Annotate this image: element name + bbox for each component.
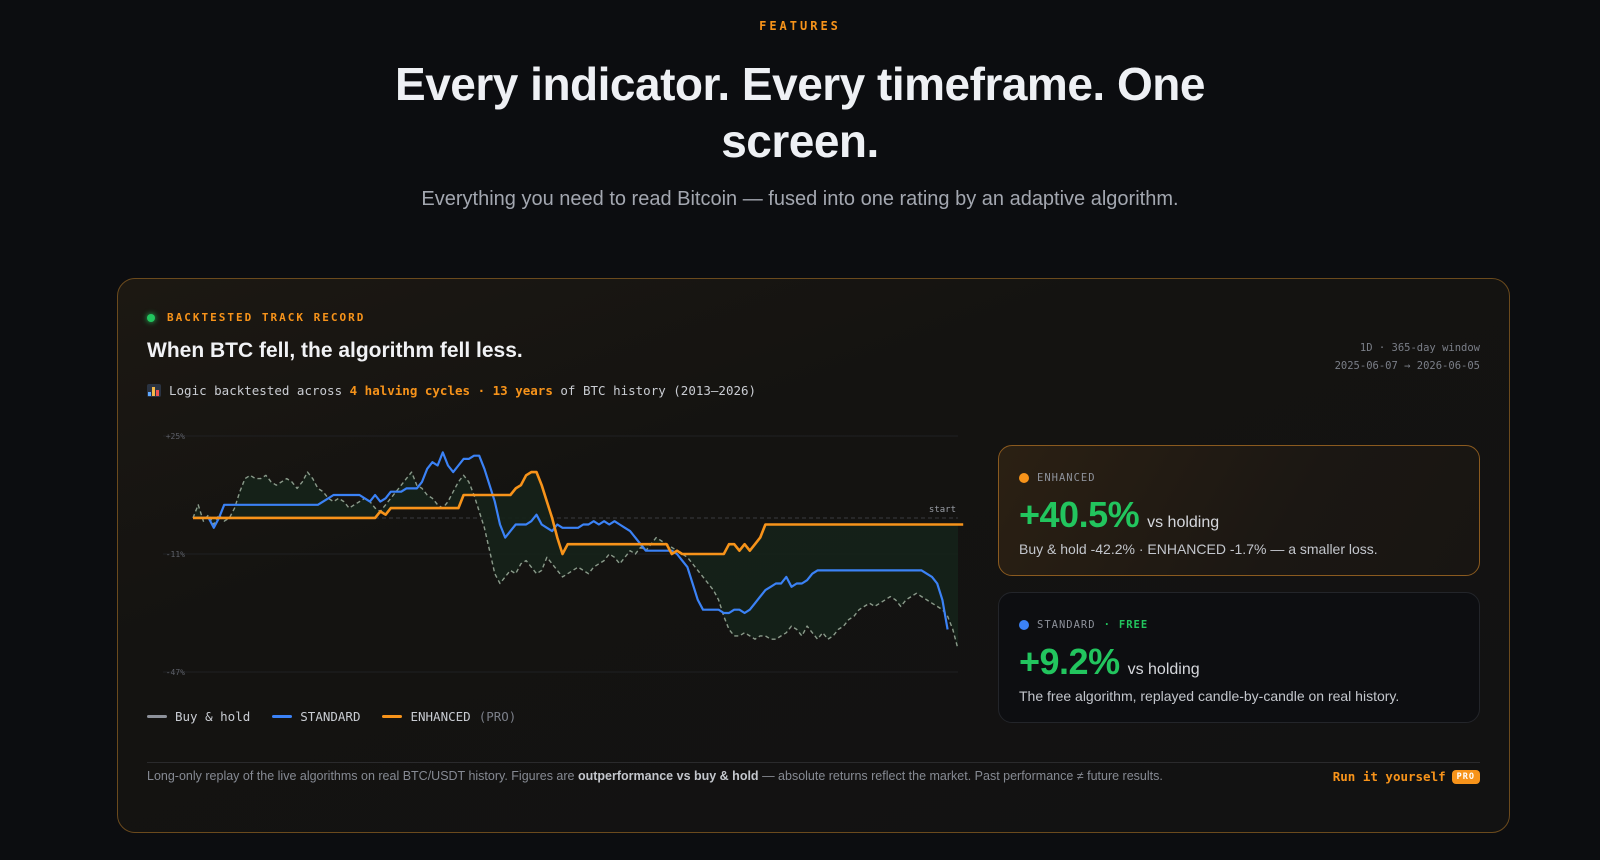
- bar-chart-icon: [147, 384, 161, 397]
- standard-vs-label: vs holding: [1127, 661, 1200, 678]
- legend-label-standard: STANDARD: [300, 709, 361, 724]
- series-line-enhanced: [193, 470, 964, 556]
- run-it-yourself-link[interactable]: Run it yourself PRO: [1333, 769, 1480, 784]
- logic-cycles: 4 halving cycles: [349, 383, 471, 398]
- standard-separator: ·: [1103, 619, 1111, 631]
- window-timeframe: 1D · 365-day window: [1359, 342, 1480, 354]
- legend-swatch-enhanced: [382, 715, 403, 718]
- standard-value: +9.2%: [1019, 641, 1120, 682]
- enhanced-stat-card: ENHANCED +40.5% vs holding Buy & hold -4…: [998, 445, 1480, 576]
- section-headline: Every indicator. Every timeframe. One sc…: [395, 58, 1205, 167]
- window-dates: 2025-06-07 → 2026-06-05: [1334, 360, 1480, 372]
- enhanced-label-row: ENHANCED: [1019, 472, 1096, 484]
- legend-pro-suffix: (PRO): [478, 709, 517, 724]
- legend-item-standard: STANDARD: [272, 709, 360, 724]
- live-dot-icon: [147, 313, 155, 322]
- y-tick-label: -47%: [166, 668, 185, 677]
- legend-label-enhanced: ENHANCED: [410, 709, 471, 724]
- logic-suffix: of BTC history (2013–2026): [560, 383, 757, 398]
- backtest-line-chart: +25% -11% -47% start: [163, 432, 964, 677]
- logic-years: 13 years: [492, 383, 553, 398]
- card-title: When BTC fell, the algorithm fell less.: [147, 339, 523, 362]
- standard-value-row: +9.2% vs holding: [1019, 641, 1200, 683]
- disclaimer-footnote: Long-only replay of the live algorithms …: [147, 769, 1163, 783]
- legend-swatch-buy-hold: [147, 715, 167, 718]
- standard-label: STANDARD: [1037, 619, 1096, 631]
- standard-dot-icon: [1019, 620, 1029, 630]
- standard-stat-card: STANDARD · FREE +9.2% vs holding The fre…: [998, 592, 1480, 723]
- footnote-suffix: — absolute returns reflect the market. P…: [762, 769, 1163, 783]
- footnote-bold: outperformance vs buy & hold: [577, 769, 759, 783]
- pro-badge: PRO: [1451, 769, 1480, 784]
- legend-swatch-standard: [272, 715, 293, 718]
- y-tick-label: -11%: [166, 550, 185, 559]
- enhanced-value-row: +40.5% vs holding: [1019, 494, 1219, 536]
- footnote-prefix: Long-only replay of the live algorithms …: [147, 769, 575, 783]
- track-record-card: BACKTESTED TRACK RECORD When BTC fell, t…: [117, 278, 1510, 833]
- legend-item-enhanced: ENHANCED (PRO): [382, 709, 516, 724]
- logic-separator: ·: [477, 383, 486, 398]
- start-annotation: start: [929, 505, 956, 515]
- legend-item-buy-hold: Buy & hold: [147, 709, 250, 724]
- outperformance-area: [193, 472, 958, 650]
- y-tick-label: +25%: [166, 432, 185, 441]
- standard-label-row: STANDARD · FREE: [1019, 619, 1148, 631]
- logic-line: Logic backtested across 4 halving cycles…: [147, 383, 756, 398]
- logic-prefix: Logic backtested across: [169, 383, 343, 398]
- chart-legend: Buy & hold STANDARD ENHANCED (PRO): [147, 709, 516, 724]
- enhanced-description: Buy & hold -42.2% · ENHANCED -1.7% — a s…: [1019, 541, 1378, 557]
- section-eyebrow: FEATURES: [759, 19, 841, 33]
- backtest-window: 1D · 365-day window 2025-06-07 → 2026-06…: [1335, 339, 1480, 375]
- series-line-standard: [193, 451, 949, 630]
- enhanced-value: +40.5%: [1019, 494, 1140, 535]
- series-line-buy-hold: [192, 471, 959, 650]
- standard-description: The free algorithm, replayed candle-by-c…: [1019, 688, 1400, 704]
- card-divider: [147, 762, 1480, 763]
- run-it-yourself-label: Run it yourself: [1332, 769, 1446, 784]
- enhanced-vs-label: vs holding: [1147, 514, 1220, 531]
- track-record-tag-label: BACKTESTED TRACK RECORD: [167, 311, 366, 324]
- section-subhead: Everything you need to read Bitcoin — fu…: [421, 188, 1179, 210]
- legend-label-buy-hold: Buy & hold: [175, 709, 251, 724]
- track-record-tag: BACKTESTED TRACK RECORD: [147, 311, 365, 324]
- enhanced-dot-icon: [1019, 473, 1029, 483]
- enhanced-label: ENHANCED: [1037, 472, 1096, 484]
- free-badge: FREE: [1118, 619, 1149, 631]
